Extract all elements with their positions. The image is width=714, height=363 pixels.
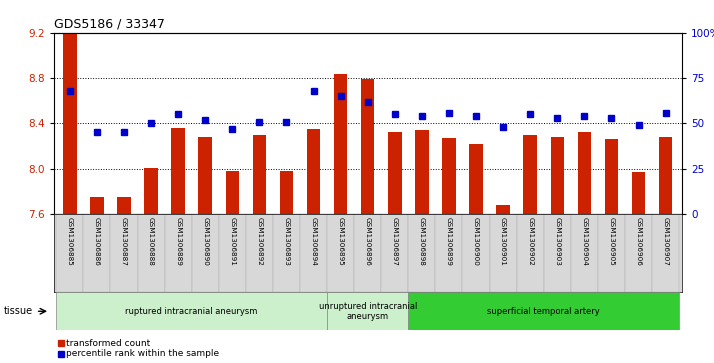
Bar — [436, 214, 463, 292]
Text: GSM1306901: GSM1306901 — [500, 216, 506, 265]
Text: GSM1306897: GSM1306897 — [392, 216, 398, 265]
Bar — [570, 214, 598, 292]
Text: GSM1306887: GSM1306887 — [121, 216, 127, 265]
Text: GSM1306894: GSM1306894 — [311, 216, 316, 265]
Text: GSM1306899: GSM1306899 — [446, 216, 452, 265]
Bar — [334, 73, 348, 214]
Text: GSM1306902: GSM1306902 — [527, 216, 533, 265]
Text: GSM1306895: GSM1306895 — [338, 216, 343, 265]
Bar — [659, 137, 673, 214]
Text: GSM1306900: GSM1306900 — [473, 216, 479, 265]
Bar — [198, 137, 212, 214]
Text: GSM1306892: GSM1306892 — [256, 216, 262, 265]
Bar — [544, 214, 570, 292]
Text: GSM1306903: GSM1306903 — [554, 216, 560, 265]
Bar — [605, 139, 618, 214]
Bar — [307, 129, 321, 214]
Text: GSM1306904: GSM1306904 — [581, 216, 588, 265]
Bar — [523, 135, 537, 214]
Bar — [598, 214, 625, 292]
Bar — [408, 292, 679, 330]
Bar — [111, 214, 138, 292]
Bar — [327, 292, 408, 330]
Text: GSM1306893: GSM1306893 — [283, 216, 289, 265]
Text: GSM1306907: GSM1306907 — [663, 216, 668, 265]
Bar — [408, 214, 436, 292]
Text: GSM1306906: GSM1306906 — [635, 216, 642, 265]
Text: GSM1306889: GSM1306889 — [175, 216, 181, 265]
Bar — [463, 214, 490, 292]
Bar — [117, 197, 131, 214]
Text: transformed count: transformed count — [66, 339, 151, 347]
Bar — [246, 214, 273, 292]
Bar — [138, 214, 165, 292]
Text: GSM1306905: GSM1306905 — [608, 216, 615, 265]
Bar — [171, 128, 185, 214]
Bar — [253, 135, 266, 214]
Text: GSM1306891: GSM1306891 — [229, 216, 236, 265]
Text: GSM1306898: GSM1306898 — [419, 216, 425, 265]
Bar — [273, 214, 300, 292]
Text: unruptured intracranial
aneurysm: unruptured intracranial aneurysm — [318, 302, 417, 321]
Text: ruptured intracranial aneurysm: ruptured intracranial aneurysm — [126, 307, 258, 316]
Text: GSM1306896: GSM1306896 — [365, 216, 371, 265]
Bar — [625, 214, 652, 292]
Bar — [490, 214, 517, 292]
Bar — [381, 214, 408, 292]
Bar — [354, 214, 381, 292]
Bar — [300, 214, 327, 292]
Bar — [56, 214, 84, 292]
Bar — [652, 214, 679, 292]
Text: superficial temporal artery: superficial temporal artery — [488, 307, 600, 316]
Bar — [415, 130, 428, 214]
Text: GDS5186 / 33347: GDS5186 / 33347 — [54, 18, 164, 31]
Bar — [632, 172, 645, 214]
Text: GSM1306885: GSM1306885 — [67, 216, 73, 265]
Bar — [56, 292, 327, 330]
Bar — [165, 214, 191, 292]
Bar — [144, 168, 158, 214]
Text: percentile rank within the sample: percentile rank within the sample — [66, 350, 219, 358]
Bar — [63, 34, 76, 214]
Bar — [280, 171, 293, 214]
Bar — [90, 197, 104, 214]
Bar — [496, 205, 510, 214]
Bar — [469, 144, 483, 214]
Bar — [226, 171, 239, 214]
Bar — [327, 214, 354, 292]
Bar — [550, 137, 564, 214]
Text: GSM1306886: GSM1306886 — [94, 216, 100, 265]
Bar — [388, 132, 401, 214]
Bar — [361, 79, 374, 214]
Bar — [442, 138, 456, 214]
Text: GSM1306888: GSM1306888 — [148, 216, 154, 265]
Bar — [218, 214, 246, 292]
Bar — [191, 214, 218, 292]
Text: GSM1306890: GSM1306890 — [202, 216, 208, 265]
Bar — [517, 214, 544, 292]
Text: tissue: tissue — [4, 306, 33, 316]
Bar — [578, 132, 591, 214]
Bar — [84, 214, 111, 292]
